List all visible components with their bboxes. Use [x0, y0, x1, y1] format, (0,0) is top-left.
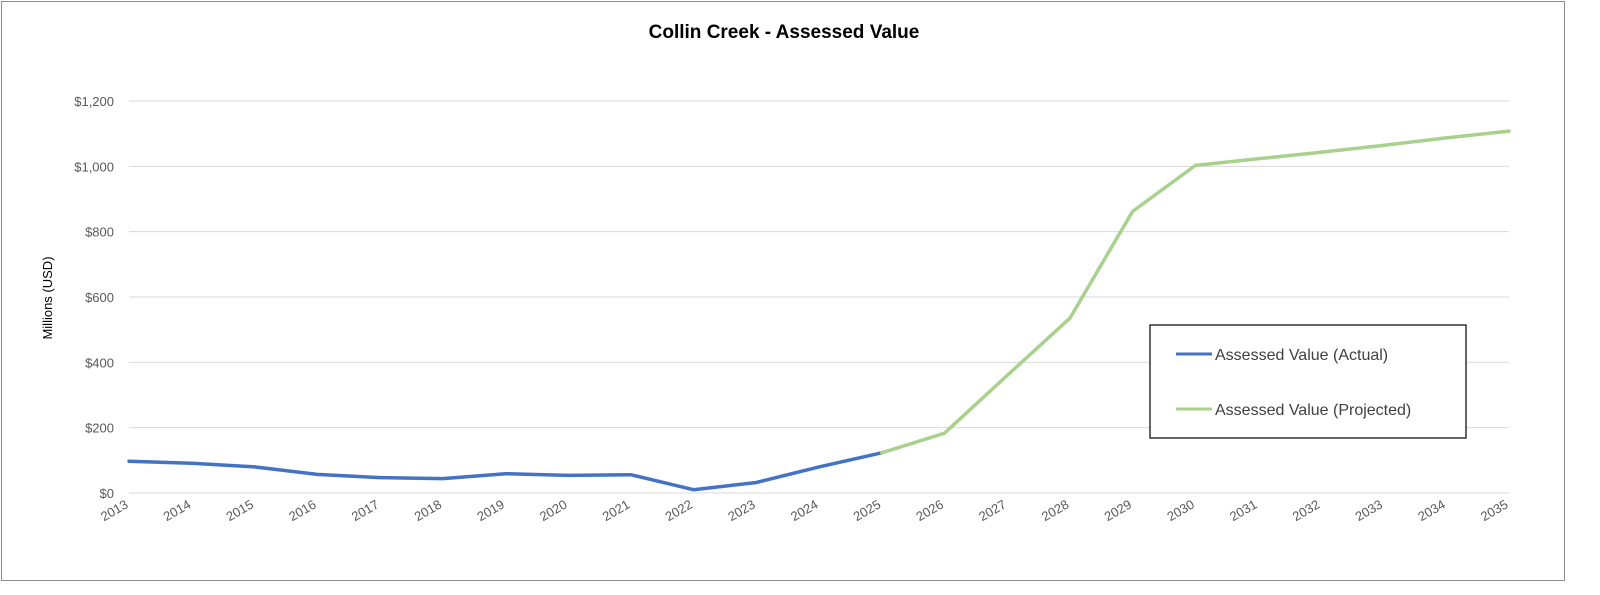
- x-tick-label: 2035: [1478, 497, 1511, 524]
- legend: Assessed Value (Actual) Assessed Value (…: [1149, 324, 1467, 439]
- x-tick-label: 2024: [788, 497, 821, 524]
- line-chart: Collin Creek - Assessed Value Millions (…: [40, 22, 1511, 524]
- legend-box: [1149, 324, 1467, 439]
- x-tick-label: 2027: [976, 497, 1009, 524]
- y-tick-label: $600: [85, 290, 114, 305]
- y-tick-label: $1,200: [74, 94, 114, 109]
- x-tick-label: 2016: [286, 497, 319, 524]
- y-tick-label: $400: [85, 355, 114, 370]
- series-line-1: [879, 129, 1511, 455]
- y-tick-label: $800: [85, 225, 114, 240]
- x-tick-label: 2023: [725, 497, 758, 524]
- series-lines: [127, 129, 1511, 492]
- chart-frame: Collin Creek - Assessed Value Millions (…: [1, 1, 1565, 581]
- x-tick-label: 2030: [1164, 497, 1197, 524]
- x-tick-labels: 2013 2014 2015 2016 2017 2018 2019 2020 2021 2022…: [98, 497, 1511, 524]
- x-tick-label: 2025: [851, 497, 884, 524]
- x-tick-label: 2022: [662, 497, 695, 524]
- chart-title: Collin Creek - Assessed Value: [649, 22, 920, 43]
- x-tick-label: 2031: [1227, 497, 1260, 524]
- legend-label-actual: Assessed Value (Actual): [1215, 347, 1388, 364]
- x-tick-label: 2020: [537, 497, 570, 524]
- x-tick-label: 2014: [161, 497, 194, 524]
- y-tick-label: $1,000: [74, 159, 114, 174]
- x-tick-label: 2019: [474, 497, 507, 524]
- x-tick-label: 2033: [1352, 497, 1385, 524]
- y-tick-labels: $0 $200 $400 $600 $800 $1,000 $1,200: [74, 94, 114, 501]
- x-tick-label: 2034: [1415, 497, 1448, 524]
- y-axis-label: Millions (USD): [40, 256, 55, 339]
- x-tick-label: 2018: [412, 497, 445, 524]
- y-tick-label: $0: [100, 486, 114, 501]
- legend-label-projected: Assessed Value (Projected): [1215, 402, 1411, 419]
- x-tick-label: 2028: [1039, 497, 1072, 524]
- x-tick-label: 2021: [600, 497, 633, 524]
- x-tick-label: 2017: [349, 497, 382, 524]
- x-tick-label: 2032: [1290, 497, 1323, 524]
- series-line-0: [127, 451, 884, 492]
- x-tick-label: 2015: [223, 497, 256, 524]
- y-tick-label: $200: [85, 421, 114, 436]
- x-tick-label: 2026: [913, 497, 946, 524]
- gridlines: [129, 100, 1509, 494]
- x-tick-label: 2029: [1102, 497, 1135, 524]
